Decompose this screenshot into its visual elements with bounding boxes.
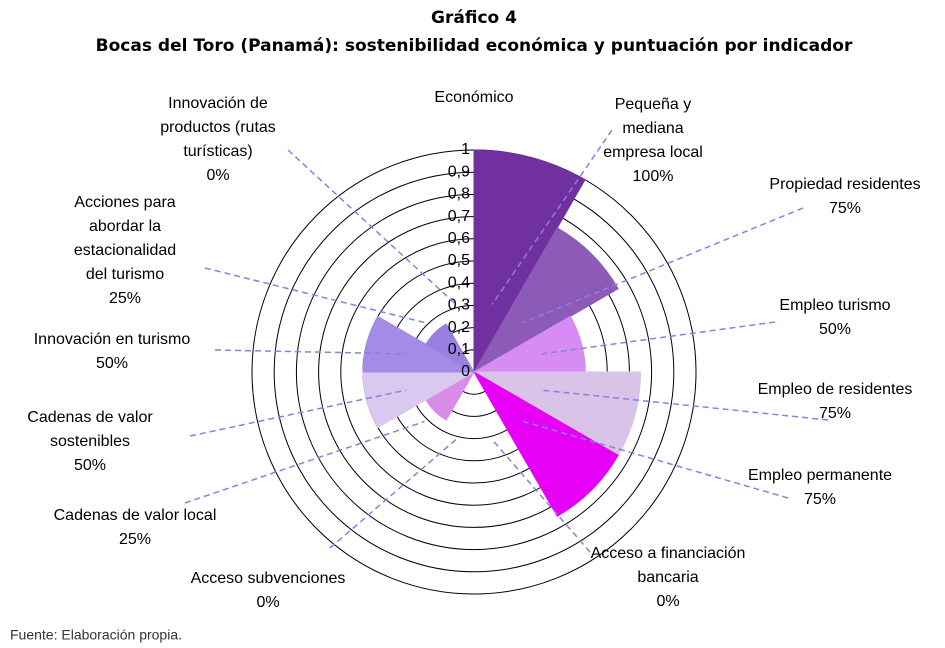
value-label: 50% bbox=[74, 457, 106, 474]
category-line: del turismo bbox=[86, 266, 164, 283]
leader-line bbox=[184, 420, 425, 504]
category-line: mediana bbox=[622, 120, 683, 137]
category-text: Innovación en turismo bbox=[34, 331, 191, 348]
category-label: Cadenas de valor sostenibles bbox=[27, 409, 153, 450]
category-line: Acceso subvenciones bbox=[191, 570, 346, 587]
category-text: Empleo turismo bbox=[779, 297, 890, 314]
category-line: estacionalidad bbox=[74, 242, 176, 259]
category-text: Acciones para abordar la estacionalidad del… bbox=[74, 194, 176, 283]
leader-line bbox=[204, 267, 425, 324]
category-label: Cadenas de valor local bbox=[54, 507, 217, 524]
category-text: Acceso a financiación bancaria bbox=[591, 545, 746, 586]
sector bbox=[472, 227, 619, 374]
category-text: Propiedad residentes bbox=[769, 176, 920, 193]
r-tick-label: 0,6 bbox=[448, 230, 470, 247]
sector bbox=[472, 370, 619, 517]
category-label: Acceso subvenciones bbox=[191, 570, 346, 587]
category-line: productos (rutas bbox=[160, 119, 276, 136]
category-text: Cadenas de valor local bbox=[54, 507, 217, 524]
category-line: empresa local bbox=[603, 144, 703, 161]
value-label: 0% bbox=[206, 167, 229, 184]
category-text: Empleo permanente bbox=[748, 467, 892, 484]
category-line: Pequeña y bbox=[615, 96, 692, 113]
category-line: Cadenas de valor local bbox=[54, 507, 217, 524]
value-label: 25% bbox=[109, 290, 141, 307]
r-tick-label: 0,1 bbox=[448, 341, 470, 358]
value-label: 25% bbox=[119, 531, 151, 548]
category-line: abordar la bbox=[89, 218, 161, 235]
category-line: Innovación en turismo bbox=[34, 331, 191, 348]
leader-line bbox=[491, 439, 591, 553]
r-tick-label: 0,8 bbox=[448, 186, 470, 203]
category-text: Acceso subvenciones bbox=[191, 570, 346, 587]
leader-line bbox=[541, 389, 829, 421]
category-line: sostenibles bbox=[50, 433, 130, 450]
category-label: Propiedad residentes bbox=[769, 176, 920, 193]
leader-line bbox=[329, 439, 457, 549]
category-line: bancaria bbox=[637, 569, 698, 586]
r-tick-label: 0,7 bbox=[448, 208, 470, 225]
r-tick-label: 0,4 bbox=[448, 274, 470, 291]
category-label: Empleo permanente bbox=[748, 467, 892, 484]
value-label: 0% bbox=[656, 593, 679, 610]
r-tick-label: 0,2 bbox=[448, 319, 470, 336]
category-line: turísticas) bbox=[183, 143, 252, 160]
leader-line bbox=[189, 389, 407, 437]
category-line: Empleo permanente bbox=[748, 467, 892, 484]
chart-subtitle: Bocas del Toro (Panamá): sostenibilidad … bbox=[96, 36, 853, 56]
sector bbox=[473, 149, 586, 374]
value-label: 50% bbox=[96, 355, 128, 372]
leader-line bbox=[287, 149, 457, 305]
category-text: Cadenas de valor sostenibles bbox=[27, 409, 153, 450]
chart-title: Gráfico 4 bbox=[431, 8, 517, 28]
category-label: Innovación de productos (rutas turísticas) bbox=[160, 95, 276, 160]
leader-line bbox=[491, 129, 613, 305]
value-label: 0% bbox=[256, 594, 279, 611]
category-line: Innovación de bbox=[168, 95, 268, 112]
value-label: 100% bbox=[633, 168, 674, 185]
category-text: Innovación de productos (rutas turísticas) bbox=[160, 95, 276, 160]
value-label: 50% bbox=[819, 321, 851, 338]
category-line: Propiedad residentes bbox=[769, 176, 920, 193]
category-line: Empleo de residentes bbox=[758, 381, 913, 398]
leader-line bbox=[214, 349, 407, 355]
value-label: 75% bbox=[804, 491, 836, 508]
category-label: Pequeña y mediana empresa local bbox=[603, 96, 703, 161]
source: Fuente: Elaboración propia. bbox=[10, 627, 182, 643]
category-label: Acceso a financiación bancaria bbox=[591, 545, 746, 586]
r-tick-label: 0,5 bbox=[448, 252, 470, 269]
category-text: Empleo de residentes bbox=[758, 381, 913, 398]
category-label: Innovación en turismo bbox=[34, 331, 191, 348]
sector bbox=[472, 371, 642, 456]
category-label: Acciones para abordar la estacionalidad del… bbox=[74, 194, 176, 283]
r-tick-label: 0 bbox=[461, 363, 470, 380]
leader-line bbox=[523, 420, 789, 499]
category-line: Cadenas de valor bbox=[27, 409, 153, 426]
r-tick-label: 0,3 bbox=[448, 297, 470, 314]
category-text: Pequeña y mediana empresa local bbox=[603, 96, 703, 161]
sector bbox=[425, 323, 476, 374]
value-label: 75% bbox=[819, 405, 851, 422]
category-label: Empleo de residentes bbox=[758, 381, 913, 398]
r-tick-label: 1 bbox=[461, 141, 470, 158]
category-line: Empleo turismo bbox=[779, 297, 890, 314]
leader-line bbox=[523, 207, 804, 324]
sector bbox=[362, 315, 476, 373]
r-tick-label: 0,9 bbox=[448, 163, 470, 180]
axis-label: Económico bbox=[434, 89, 513, 106]
category-line: Acciones para bbox=[74, 194, 175, 211]
value-label: 75% bbox=[829, 200, 861, 217]
category-line: Acceso a financiación bbox=[591, 545, 746, 562]
category-label: Empleo turismo bbox=[779, 297, 890, 314]
